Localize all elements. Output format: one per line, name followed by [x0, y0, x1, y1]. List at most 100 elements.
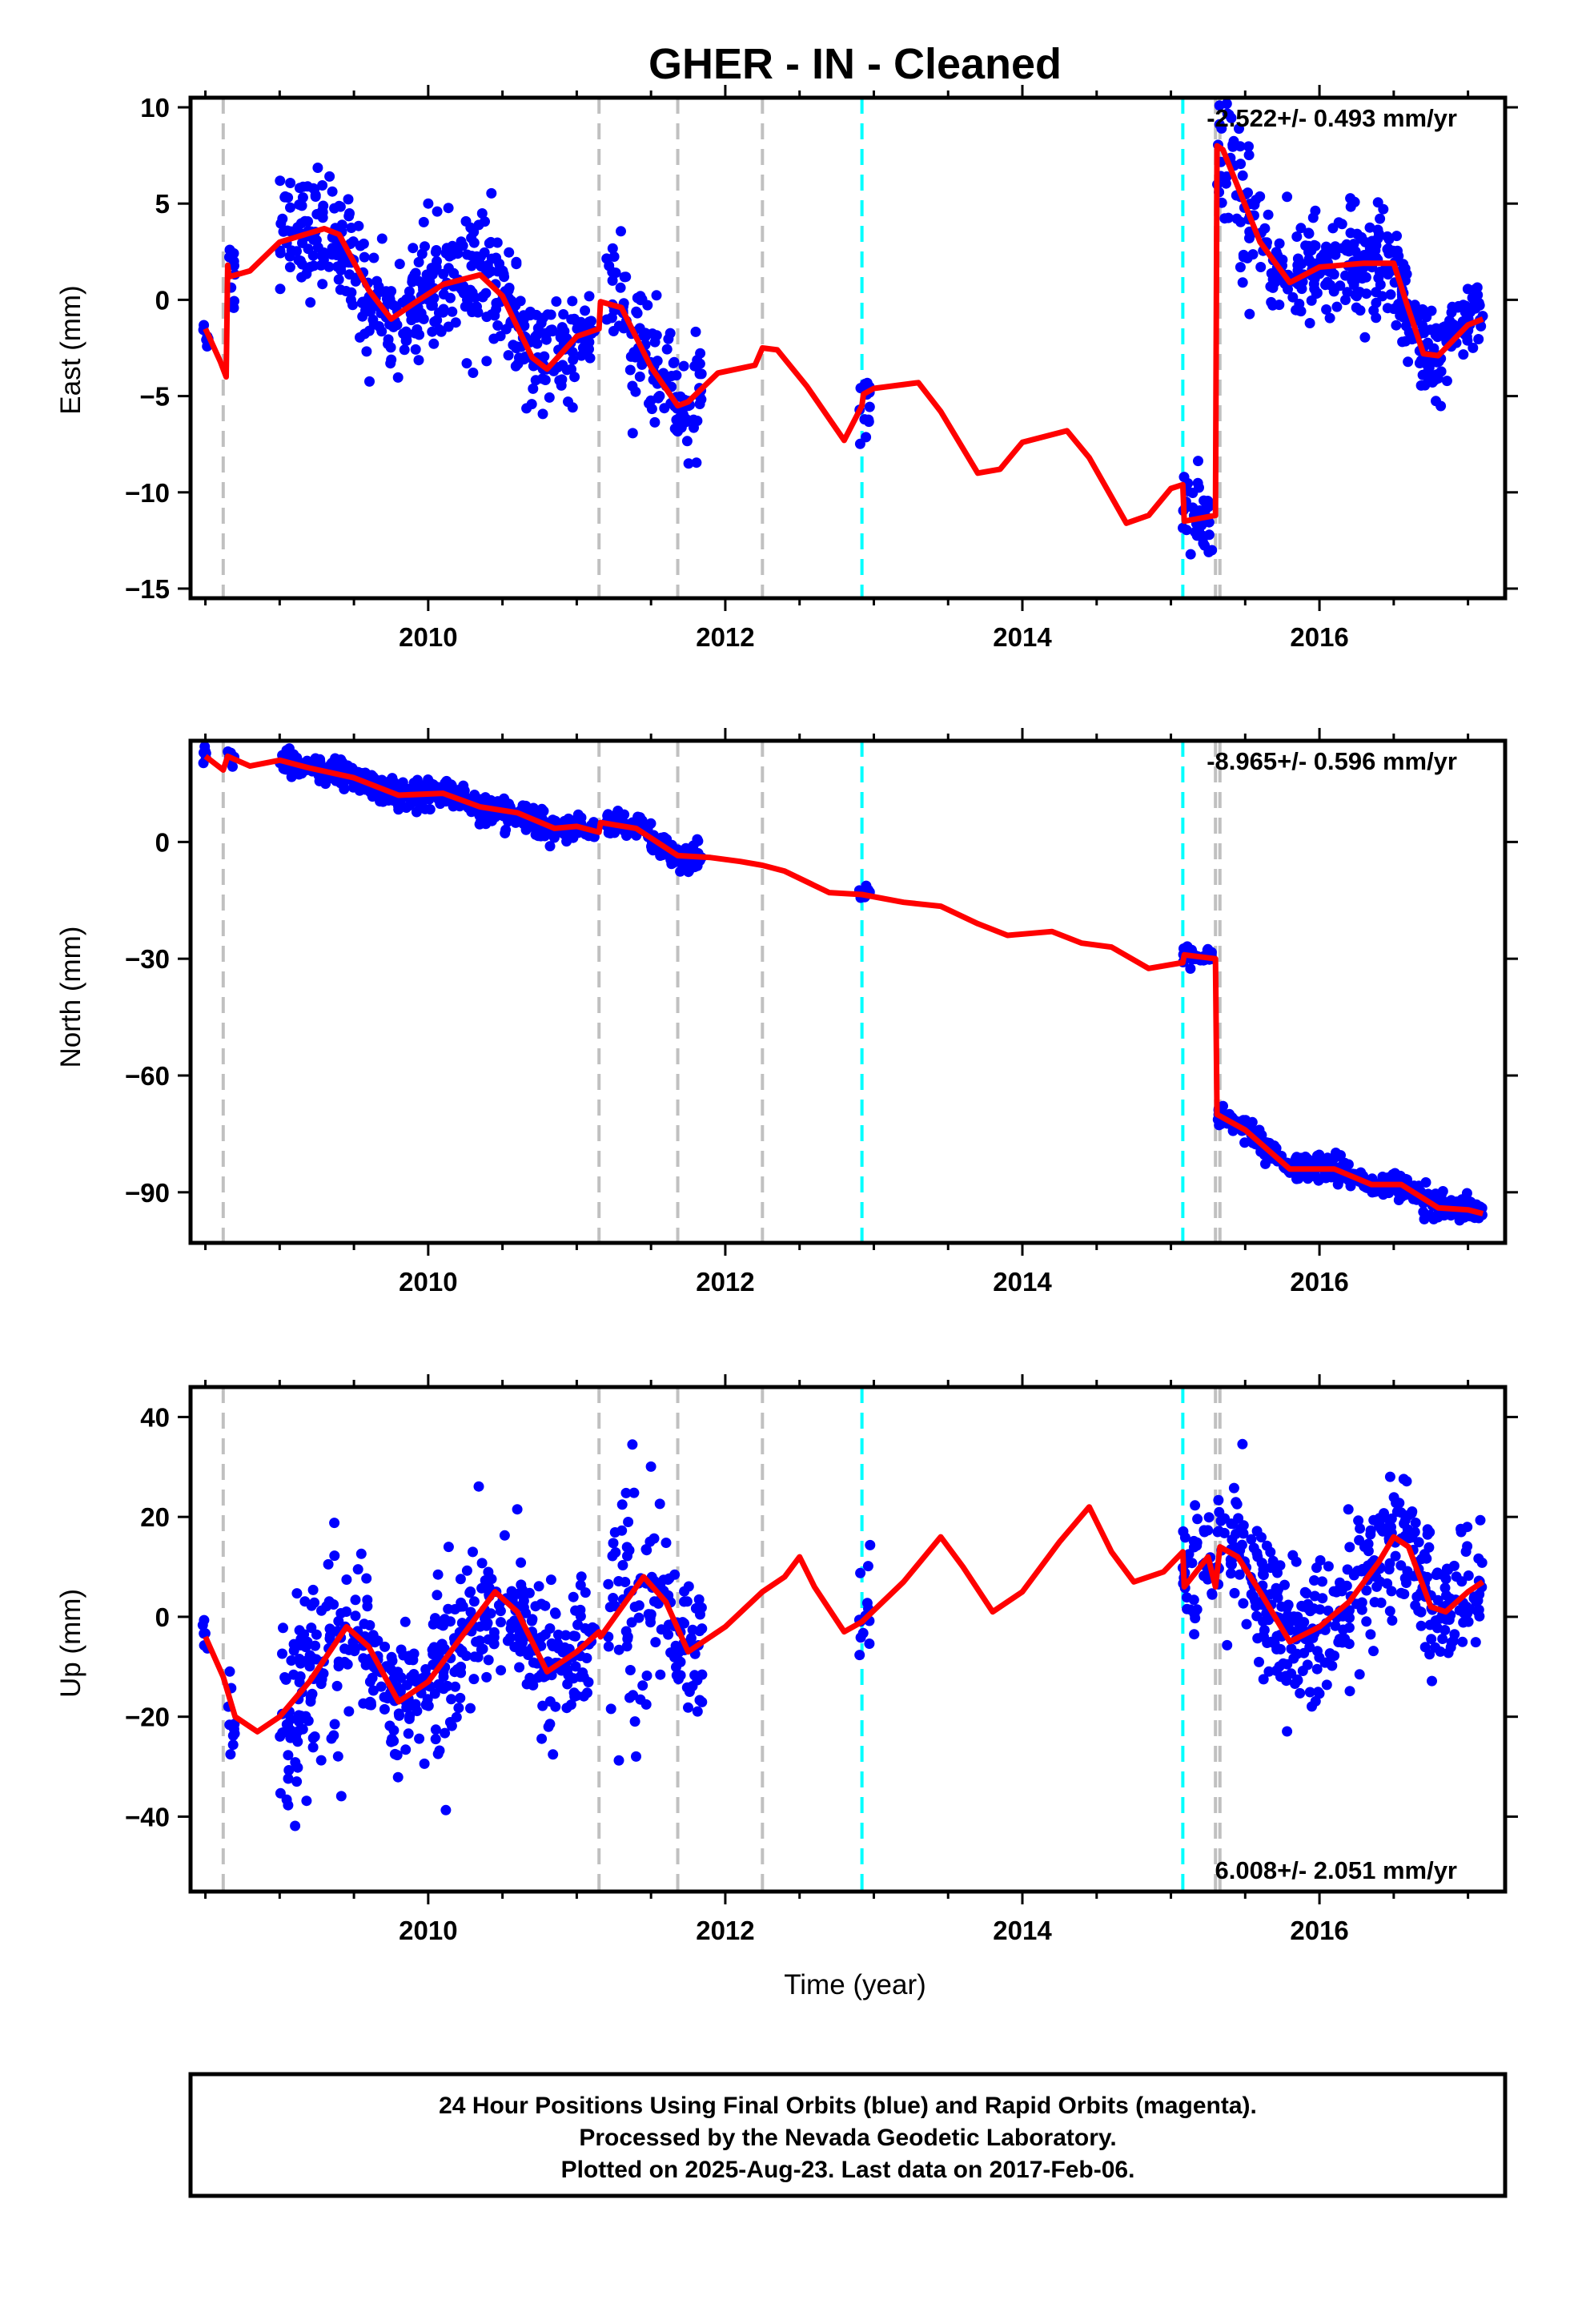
data-point	[565, 1699, 576, 1711]
data-point	[1410, 1518, 1421, 1528]
data-point	[1373, 272, 1384, 283]
data-point	[1324, 1648, 1335, 1659]
data-point	[1470, 1637, 1481, 1648]
data-point	[854, 1650, 865, 1661]
data-point	[225, 1749, 236, 1760]
data-point	[1437, 1634, 1448, 1644]
data-point	[1424, 1649, 1435, 1660]
data-point	[290, 1820, 301, 1831]
data-point	[1476, 1557, 1488, 1568]
data-point	[400, 1616, 411, 1627]
data-point	[428, 292, 440, 304]
data-point	[1415, 380, 1427, 391]
data-point	[362, 1594, 373, 1606]
data-point	[541, 334, 552, 345]
data-point	[324, 171, 335, 182]
data-point	[628, 1487, 640, 1498]
data-point	[406, 315, 417, 326]
data-point	[286, 1655, 297, 1666]
data-point	[524, 1587, 535, 1598]
data-point	[228, 255, 239, 267]
data-point	[627, 1439, 638, 1450]
data-point	[443, 1603, 454, 1614]
data-point	[1291, 231, 1303, 242]
data-point	[1243, 150, 1255, 161]
data-point	[550, 1608, 561, 1619]
data-point	[696, 368, 707, 380]
data-point	[481, 356, 492, 367]
data-point	[645, 1461, 656, 1472]
data-point	[1472, 1606, 1484, 1618]
data-point	[474, 810, 485, 822]
data-point	[312, 242, 323, 253]
data-point	[275, 1787, 286, 1799]
data-point	[1198, 537, 1209, 549]
data-point	[1237, 170, 1248, 181]
data-point	[297, 1723, 308, 1735]
data-point	[620, 1626, 632, 1637]
data-point	[307, 1742, 319, 1753]
data-point	[1292, 1674, 1303, 1685]
data-point	[567, 296, 578, 307]
data-point	[649, 416, 661, 428]
data-point	[453, 1703, 464, 1714]
data-point	[1310, 1695, 1321, 1707]
data-point	[624, 1665, 636, 1675]
data-point	[654, 391, 665, 401]
data-point	[1344, 1686, 1355, 1697]
data-point	[1335, 280, 1346, 292]
data-point	[569, 372, 580, 383]
data-point	[1376, 1524, 1387, 1535]
data-point	[359, 251, 370, 263]
data-point	[486, 187, 497, 199]
data-point	[346, 223, 357, 233]
data-point	[1361, 1585, 1372, 1596]
data-point	[1274, 1661, 1285, 1672]
data-point	[450, 317, 461, 328]
data-point	[865, 1539, 876, 1550]
data-point	[603, 1641, 614, 1652]
data-point	[304, 1661, 315, 1672]
data-point	[665, 854, 677, 866]
data-point	[1458, 349, 1469, 360]
data-point	[1422, 1529, 1433, 1540]
data-point	[432, 1590, 443, 1601]
data-point	[1238, 251, 1249, 263]
data-point	[1417, 320, 1428, 331]
data-point	[505, 1623, 516, 1634]
data-point	[364, 1676, 375, 1687]
data-point	[575, 1579, 586, 1590]
data-point	[197, 1619, 208, 1630]
data-point	[633, 1612, 644, 1623]
data-point	[299, 1596, 311, 1607]
data-point	[469, 790, 480, 801]
data-point	[1239, 1137, 1251, 1148]
data-point	[368, 319, 379, 330]
data-point	[361, 346, 372, 357]
data-point	[1282, 191, 1293, 203]
data-point	[476, 1558, 488, 1569]
data-point	[1203, 1525, 1214, 1536]
data-point	[540, 375, 551, 385]
data-point	[1391, 320, 1402, 331]
data-point	[1467, 292, 1478, 304]
data-point	[484, 1582, 495, 1594]
data-point	[465, 1606, 476, 1618]
data-point	[364, 376, 375, 387]
footer-line-2: Processed by the Nevada Geodetic Laborat…	[579, 2125, 1116, 2151]
data-point	[855, 1632, 866, 1643]
data-point	[1179, 1532, 1191, 1543]
data-point	[340, 286, 351, 296]
data-point	[616, 1499, 628, 1510]
data-point	[1358, 251, 1369, 262]
data-point	[676, 422, 687, 433]
data-point	[427, 326, 438, 337]
data-point	[1183, 1549, 1195, 1560]
data-point	[621, 830, 632, 841]
data-point	[623, 1517, 634, 1527]
data-point	[501, 285, 512, 296]
data-point	[468, 1674, 480, 1685]
data-point	[1295, 1687, 1306, 1699]
data-point	[1411, 1591, 1423, 1602]
data-point	[584, 1626, 595, 1637]
